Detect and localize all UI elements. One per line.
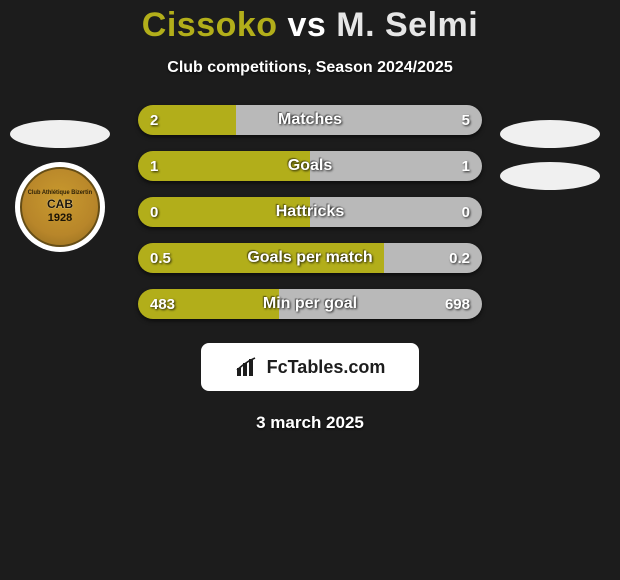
stat-bar-left-fill	[138, 289, 279, 319]
snapshot-date: 3 march 2025	[0, 413, 620, 433]
player2-name: M. Selmi	[336, 6, 478, 44]
stat-bar: 11Goals	[138, 151, 482, 181]
player2-avatar-column	[500, 120, 600, 190]
vs-text: vs	[288, 6, 327, 44]
stat-bar-left-fill	[138, 105, 236, 135]
bar-chart-icon	[235, 356, 261, 378]
stat-bar-right-fill	[236, 105, 482, 135]
stat-bar: 25Matches	[138, 105, 482, 135]
badge-cab: CAB	[47, 197, 73, 211]
subtitle: Club competitions, Season 2024/2025	[0, 59, 620, 77]
player1-avatar-column: Club Athlétique Bizertin CAB 1928	[10, 120, 110, 252]
stat-bar-right-fill	[310, 197, 482, 227]
stat-bar-left-fill	[138, 151, 310, 181]
player2-avatar-placeholder	[500, 120, 600, 148]
badge-graphic: Club Athlétique Bizertin CAB 1928	[20, 167, 100, 247]
stat-bar: 483698Min per goal	[138, 289, 482, 319]
player1-avatar-placeholder	[10, 120, 110, 148]
fctables-text: FcTables.com	[267, 357, 386, 378]
fctables-watermark: FcTables.com	[201, 343, 419, 391]
badge-top-text: Club Athlétique Bizertin	[28, 190, 92, 197]
stat-bar-left-fill	[138, 197, 310, 227]
stat-bar-left-fill	[138, 243, 384, 273]
stat-bar: 00Hattricks	[138, 197, 482, 227]
stat-bar-right-fill	[310, 151, 482, 181]
stat-bar-right-fill	[279, 289, 482, 319]
player1-name: Cissoko	[142, 6, 278, 44]
comparison-title: Cissoko vs M. Selmi	[0, 6, 620, 45]
stat-bar-right-fill	[384, 243, 482, 273]
stat-bar: 0.50.2Goals per match	[138, 243, 482, 273]
player1-team-badge: Club Athlétique Bizertin CAB 1928	[15, 162, 105, 252]
badge-year: 1928	[48, 212, 72, 224]
stats-bars: 25Matches 11Goals 00Hattricks 0.50.2Goals p…	[138, 105, 482, 319]
player2-team-badge-placeholder	[500, 162, 600, 190]
